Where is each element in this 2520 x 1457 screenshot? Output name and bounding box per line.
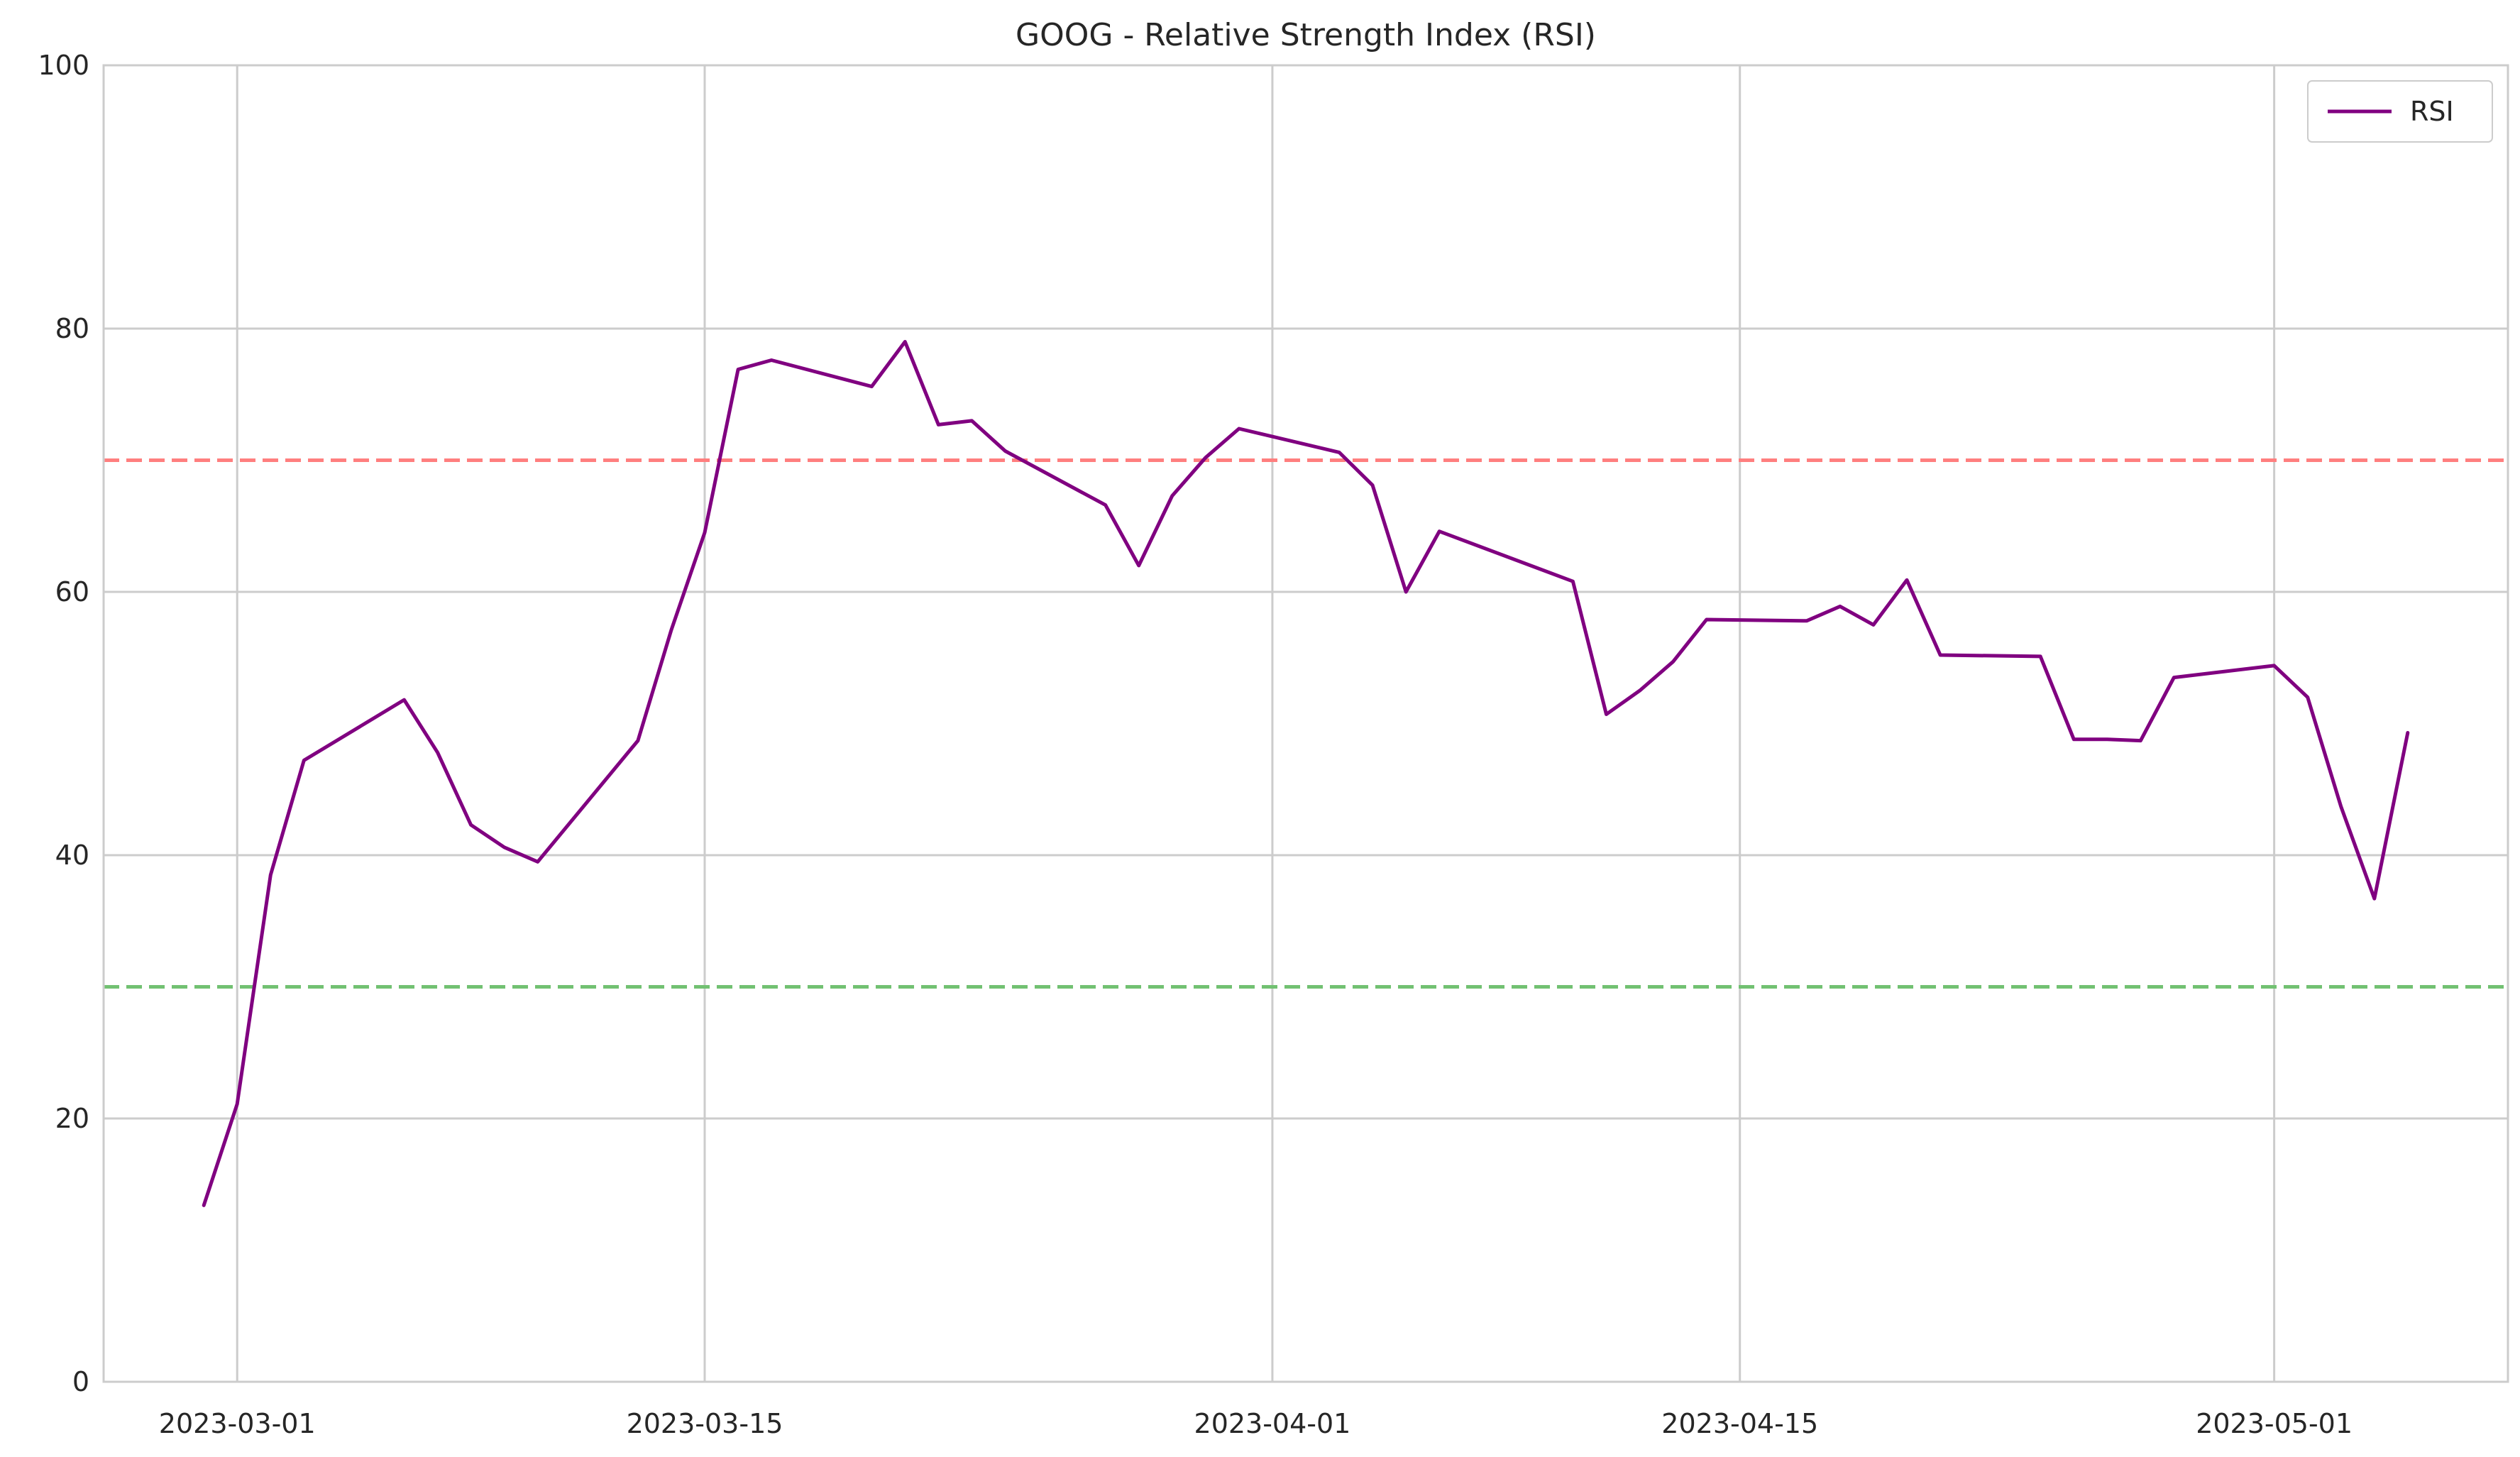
x-tick-label: 2023-03-01 [159,1408,316,1439]
x-tick-label: 2023-04-01 [1194,1408,1351,1439]
y-tick-label: 80 [55,313,89,344]
legend-box [2307,80,2493,143]
y-tick-label: 100 [38,50,89,81]
y-tick-label: 40 [55,840,89,871]
plot-frame [102,64,2509,1383]
legend-label-rsi: RSI [2410,96,2454,127]
grid-lines [104,64,2508,1383]
x-tick-labels: 2023-03-01 2023-03-15 2023-04-01 2023-04-15… [159,1408,2353,1439]
reference-lines [104,458,2508,989]
y-tick-label: 60 [55,576,89,607]
x-tick-label: 2023-05-01 [2196,1408,2353,1439]
series-line-rsi [202,340,2410,1207]
x-tick-label: 2023-04-15 [1661,1408,1818,1439]
y-tick-labels: 0 20 40 60 80 100 [38,50,89,1397]
x-tick-label: 2023-03-15 [627,1408,783,1439]
y-tick-label: 0 [72,1366,89,1397]
chart-title: GOOG - Relative Strength Index (RSI) [1016,17,1596,53]
y-tick-label: 20 [55,1103,89,1134]
plot-area [104,65,2508,1382]
series-layer [202,340,2410,1207]
legend: RSI [2307,80,2493,143]
